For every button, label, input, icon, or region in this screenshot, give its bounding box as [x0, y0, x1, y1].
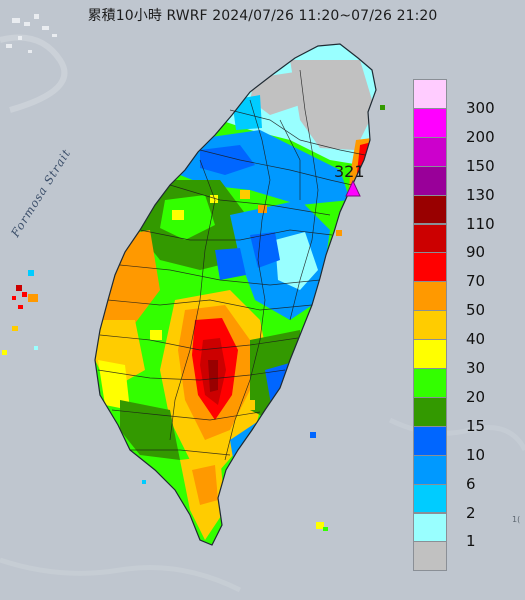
legend-label: 30 — [466, 359, 486, 377]
legend-label: 50 — [466, 301, 486, 320]
legend-label: 110 — [466, 214, 495, 233]
max-rainfall-value: 321 — [334, 162, 365, 181]
legend-swatch — [413, 541, 447, 572]
legend-swatch — [413, 107, 447, 138]
legend-label: 15 — [466, 416, 486, 435]
coastline — [94, 43, 377, 546]
legend-swatch — [413, 194, 447, 225]
legend-label: 150 — [466, 156, 495, 175]
legend-label: 6 — [466, 474, 476, 493]
coastal-echo — [336, 230, 342, 236]
legend-label: 200 — [466, 127, 495, 146]
legend-swatch — [413, 281, 447, 312]
legend-swatch — [413, 454, 447, 485]
coastal-echo — [380, 105, 385, 110]
boundaries — [97, 69, 366, 461]
legend-swatch — [413, 512, 447, 543]
legend-swatch — [413, 310, 447, 341]
legend-swatch — [413, 483, 447, 514]
legend-label: 2 — [466, 503, 476, 522]
offshore-echoes — [2, 270, 328, 531]
legend-label: 10 — [466, 445, 486, 464]
max-rainfall-marker-icon — [345, 179, 361, 197]
edge-label: 1( — [512, 515, 521, 524]
legend-label: 20 — [466, 387, 486, 406]
legend-label: 300 — [466, 98, 495, 117]
legend-swatch — [413, 425, 447, 456]
legend-label: 1 — [466, 532, 476, 551]
cloud-specks — [6, 14, 57, 53]
legend-swatch — [413, 165, 447, 196]
legend-label: 70 — [466, 272, 486, 291]
legend-swatch — [413, 368, 447, 398]
legend-swatch — [413, 79, 447, 109]
legend-label: 130 — [466, 185, 495, 204]
legend-swatch — [413, 396, 447, 427]
legend-label: 90 — [466, 243, 486, 262]
legend-swatch — [413, 136, 447, 167]
color-legend — [413, 79, 447, 572]
legend-swatch — [413, 252, 447, 283]
legend-swatch — [413, 223, 447, 254]
legend-label: 40 — [466, 330, 486, 349]
map-title: 累積10小時 RWRF 2024/07/26 11:20~07/26 21:20 — [87, 8, 438, 24]
legend-swatch — [413, 339, 447, 369]
